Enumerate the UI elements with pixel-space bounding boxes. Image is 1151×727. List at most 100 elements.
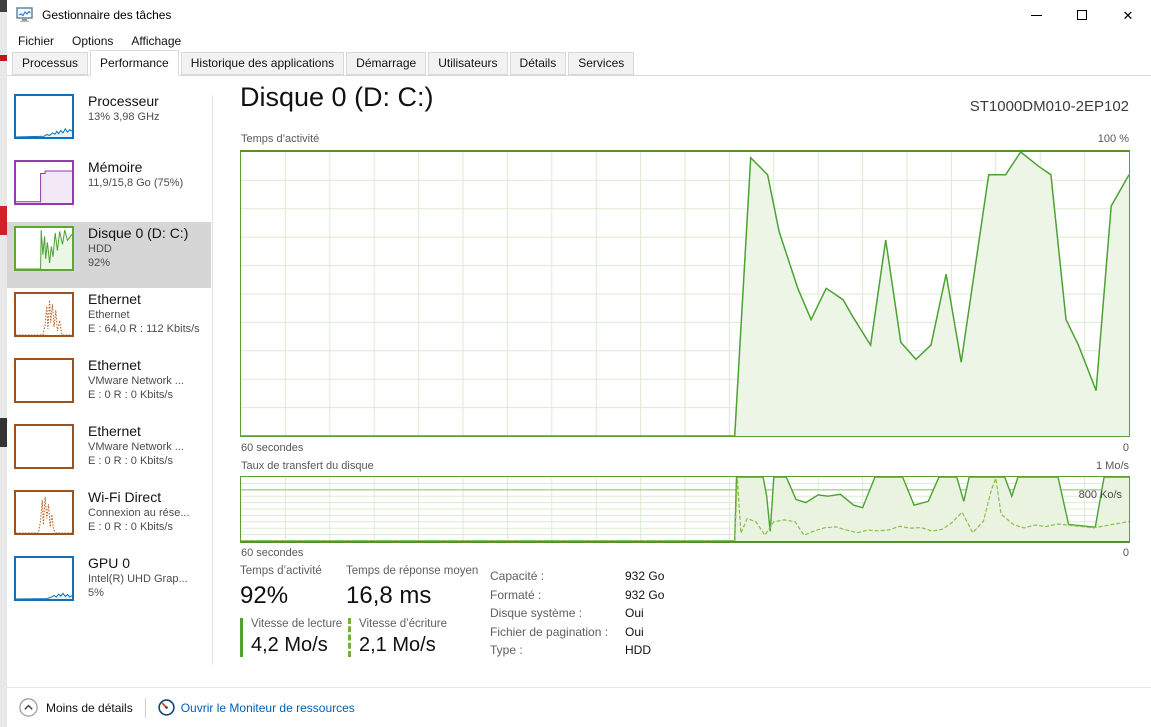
disk-property-row: Disque système : Oui bbox=[490, 604, 664, 623]
disk-stats: Temps d’activité 92% Temps de réponse mo… bbox=[240, 565, 1130, 687]
tab-utilisateurs[interactable]: Utilisateurs bbox=[428, 52, 508, 75]
maximize-button[interactable] bbox=[1059, 0, 1105, 30]
sidebar-divider bbox=[212, 95, 213, 665]
tab-demarrage[interactable]: Démarrage bbox=[346, 52, 427, 75]
chart2-ref-label: 800 Ko/s bbox=[1078, 489, 1122, 501]
disk-property-label: Capacité : bbox=[490, 569, 545, 583]
chart2-x-label: 60 secondes bbox=[241, 547, 304, 559]
activity-value: 92% bbox=[240, 582, 289, 609]
menu-bar: Fichier Options Affichage bbox=[7, 30, 1151, 52]
sidebar-item-disque-0[interactable]: Disque 0 (D: C:) HDD 92% bbox=[7, 222, 211, 288]
sidebar-item-sub: VMware Network ... bbox=[88, 375, 184, 387]
sidebar-item-sub: 13% 3,98 GHz bbox=[88, 111, 160, 123]
menu-affichage[interactable]: Affichage bbox=[131, 34, 182, 48]
tab-processus[interactable]: Processus bbox=[12, 52, 89, 75]
task-manager-window: Gestionnaire des tâches ✕ Fichier Options… bbox=[7, 0, 1151, 727]
menu-options[interactable]: Options bbox=[72, 34, 114, 48]
sidebar-item-sub: Intel(R) UHD Grap... bbox=[88, 573, 188, 585]
chevron-up-circle-icon bbox=[19, 698, 38, 717]
disk-transfer-chart: 800 Ko/s bbox=[240, 476, 1130, 543]
sidebar-item-ethernet-2[interactable]: Ethernet VMware Network ... E : 0 R : 0 Kb… bbox=[7, 354, 211, 420]
app-icon bbox=[16, 7, 33, 22]
sidebar-item-title: GPU 0 bbox=[88, 555, 131, 571]
tab-services[interactable]: Services bbox=[568, 52, 635, 75]
disk-property-label: Fichier de pagination : bbox=[490, 624, 609, 639]
sidebar-item-title: Disque 0 (D: C:) bbox=[88, 225, 189, 241]
disk-property-row: Formaté : 932 Go bbox=[490, 586, 664, 605]
disk-property-value: HDD bbox=[625, 643, 651, 657]
sidebar-item-sub: E : 0 R : 0 Kbits/s bbox=[88, 455, 173, 467]
disk-detail-panel: Disque 0 (D: C:) ST1000DM010-2EP102 Temp… bbox=[240, 76, 1130, 687]
open-resource-monitor-label: Ouvrir le Moniteur de ressources bbox=[180, 700, 355, 715]
processeur-mini-chart bbox=[14, 94, 74, 139]
content-area: Processeur 13% 3,98 GHz Mémoire 11,9/15,8 G… bbox=[7, 76, 1151, 687]
close-button[interactable]: ✕ bbox=[1105, 0, 1151, 30]
sidebar-item-title: Ethernet bbox=[88, 357, 141, 373]
disk-property-value: Oui bbox=[625, 606, 644, 620]
chart1-label: Temps d’activité bbox=[241, 133, 320, 145]
write-speed: Vitesse d’écriture 2,1 Mo/s bbox=[348, 618, 447, 657]
sidebar-item-title: Wi-Fi Direct bbox=[88, 489, 162, 505]
titlebar: Gestionnaire des tâches ✕ bbox=[7, 0, 1151, 30]
minimize-icon bbox=[1030, 14, 1042, 16]
tab-strip: Processus Performance Historique des appli… bbox=[7, 50, 1151, 76]
footer-separator bbox=[144, 697, 146, 718]
read-speed-label: Vitesse de lecture bbox=[251, 618, 343, 630]
sidebar-item-sub: Connexion au rése... bbox=[88, 507, 190, 519]
sidebar-item-sub: E : 64,0 R : 112 Kbits/s bbox=[88, 323, 200, 335]
sidebar-item-ethernet-3[interactable]: Ethernet VMware Network ... E : 0 R : 0 Kb… bbox=[7, 420, 211, 486]
disk-property-value: Oui bbox=[625, 624, 644, 639]
maximize-icon bbox=[1077, 10, 1087, 20]
page-title: Disque 0 (D: C:) bbox=[240, 82, 434, 112]
sidebar-item-sub: HDD bbox=[88, 243, 112, 255]
sidebar-item-title: Mémoire bbox=[88, 159, 143, 175]
response-value: 16,8 ms bbox=[346, 582, 432, 609]
write-speed-value: 2,1 Mo/s bbox=[359, 634, 436, 656]
sidebar-item-sub: E : 0 R : 0 Kbits/s bbox=[88, 521, 173, 533]
menu-fichier[interactable]: Fichier bbox=[18, 34, 55, 48]
read-speed: Vitesse de lecture 4,2 Mo/s bbox=[240, 618, 342, 657]
ethernet-3-mini-chart bbox=[14, 424, 74, 469]
sidebar-item-sub: Ethernet bbox=[88, 309, 130, 321]
chart1-x-right: 0 bbox=[1122, 442, 1129, 454]
minimize-button[interactable] bbox=[1013, 0, 1059, 30]
chart2-label: Taux de transfert du disque bbox=[241, 460, 374, 472]
disk-property-row: Fichier de pagination : Oui bbox=[490, 623, 664, 642]
wifi-direct-mini-chart bbox=[14, 490, 74, 535]
tab-historique[interactable]: Historique des applications bbox=[180, 52, 345, 75]
disk-property-label: Type : bbox=[490, 643, 523, 657]
sidebar-item-sub: 11,9/15,8 Go (75%) bbox=[88, 177, 184, 189]
open-resource-monitor-link[interactable]: Ouvrir le Moniteur de ressources bbox=[158, 699, 355, 716]
chart2-x-right: 0 bbox=[1122, 547, 1129, 559]
sidebar-item-memoire[interactable]: Mémoire 11,9/15,8 Go (75%) bbox=[7, 156, 211, 222]
disque-0-mini-chart bbox=[14, 226, 74, 271]
disk-activity-chart bbox=[240, 150, 1130, 437]
resource-monitor-gauge-icon bbox=[158, 699, 175, 716]
performance-sidebar: Processeur 13% 3,98 GHz Mémoire 11,9/15,8 G… bbox=[7, 90, 211, 618]
chart1-x-label: 60 secondes bbox=[241, 442, 304, 454]
sidebar-item-title: Ethernet bbox=[88, 291, 141, 307]
disk-property-label: Disque système : bbox=[490, 606, 583, 620]
disk-property-row: Capacité : 932 Go bbox=[490, 567, 664, 586]
disk-property-label: Formaté : bbox=[490, 587, 542, 602]
tab-details[interactable]: Détails bbox=[509, 52, 567, 75]
status-bar: Moins de détails Ouvrir le Moniteur de r… bbox=[7, 687, 1151, 727]
tab-performance[interactable]: Performance bbox=[90, 50, 179, 76]
sidebar-item-ethernet-1[interactable]: Ethernet Ethernet E : 64,0 R : 112 Kbits/s bbox=[7, 288, 211, 354]
disk-property-value: 932 Go bbox=[625, 569, 665, 583]
sidebar-item-sub: 92% bbox=[88, 257, 111, 269]
read-speed-value: 4,2 Mo/s bbox=[251, 634, 328, 656]
memoire-mini-chart bbox=[14, 160, 74, 205]
less-details-label: Moins de détails bbox=[46, 700, 133, 715]
disk-property-row: Type : HDD bbox=[490, 641, 664, 660]
sidebar-item-gpu-0[interactable]: GPU 0 Intel(R) UHD Grap... 5% bbox=[7, 552, 211, 618]
sidebar-item-sub: VMware Network ... bbox=[88, 441, 184, 453]
response-label: Temps de réponse moyen bbox=[346, 565, 479, 577]
sidebar-item-wifi-direct[interactable]: Wi-Fi Direct Connexion au rése... E : 0 R … bbox=[7, 486, 211, 552]
less-details-button[interactable]: Moins de détails bbox=[19, 698, 133, 717]
write-speed-label: Vitesse d’écriture bbox=[359, 618, 447, 630]
sidebar-item-processeur[interactable]: Processeur 13% 3,98 GHz bbox=[7, 90, 211, 156]
sidebar-item-title: Ethernet bbox=[88, 423, 141, 439]
background-window-sliver bbox=[0, 0, 7, 727]
chart2-max-label: 1 Mo/s bbox=[1095, 460, 1129, 472]
